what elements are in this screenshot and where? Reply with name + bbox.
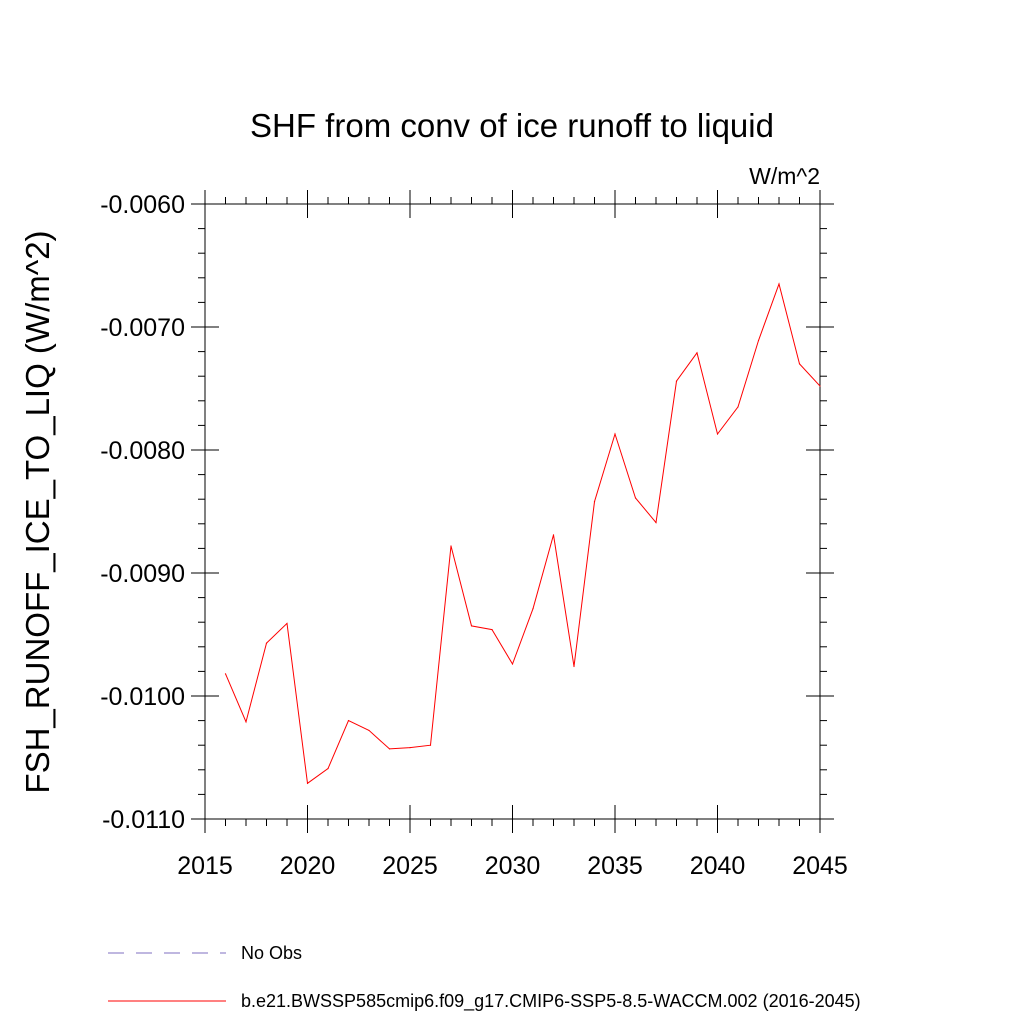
x-tick-label: 2040 [690,852,746,880]
data-point [224,673,227,675]
data-point [716,433,719,435]
x-tick-label: 2020 [280,852,336,880]
data-point [819,385,821,387]
y-tick-label: -0.0070 [100,314,185,342]
data-point [388,748,391,750]
x-tick-label: 2015 [177,852,233,880]
data-point [368,729,370,732]
legend-label: b.e21.BWSSP585cmip6.f09_g17.CMIP6-SSP5-8… [241,991,861,1012]
data-point [737,406,739,408]
chart-title: SHF from conv of ice runoff to liquid [250,107,774,144]
data-point [511,663,514,665]
data-point [552,534,555,536]
y-tick-label: -0.0110 [102,806,185,834]
data-point [573,665,575,668]
data-point [429,744,432,746]
x-tick-label: 2030 [485,852,541,880]
data-point [614,433,616,435]
data-point [409,747,411,749]
data-point [245,721,247,723]
units-label: W/m^2 [749,163,820,189]
data-point [491,628,493,631]
y-axis-label: FSH_RUNOFF_ICE_TO_LIQ (W/m^2) [19,230,56,793]
y-tick-label: -0.0090 [100,560,185,588]
legend: No Obs b.e21.BWSSP585cmip6.f09_g17.CMIP6-… [108,943,861,1012]
data-point [286,622,288,625]
data-point [634,497,637,499]
data-point [450,545,452,547]
y-tick-labels: -0.0060 -0.0070 -0.0080 -0.0090 -0.0100 -0.01… [100,191,185,834]
data-point [757,339,760,342]
data-point [798,363,801,365]
data-point [306,782,309,784]
axis-ticks [191,190,834,833]
data-point [265,642,268,644]
y-tick-label: -0.0080 [100,437,185,465]
x-tick-label: 2045 [792,852,848,880]
data-point [327,767,329,770]
data-point [347,720,350,722]
data-point [675,380,678,382]
data-point [696,352,698,354]
data-point [655,521,657,524]
data-point [593,501,596,503]
data-point [470,625,473,627]
x-tick-labels: 2015 2020 2025 2030 2035 2040 2045 [177,852,848,880]
legend-label: No Obs [241,943,302,963]
y-tick-label: -0.0100 [100,683,185,711]
plot-frame [204,203,821,820]
series-lines [224,282,821,785]
series-line-1 [225,282,821,785]
x-tick-label: 2025 [382,852,438,880]
x-tick-label: 2035 [587,852,643,880]
data-point [532,608,534,610]
y-tick-label: -0.0060 [100,191,185,219]
data-point [778,283,780,285]
